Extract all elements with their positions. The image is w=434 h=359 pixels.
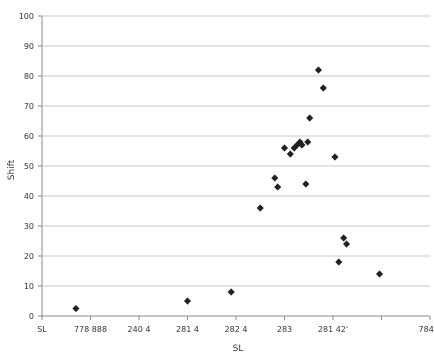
data-points <box>72 66 384 313</box>
x-tick-label: 283 <box>277 325 292 334</box>
y-tick-label: 40 <box>24 192 34 201</box>
y-tick-label: 30 <box>24 222 34 231</box>
data-point <box>274 183 282 191</box>
data-point <box>286 150 294 158</box>
data-point <box>314 66 323 74</box>
data-point <box>375 270 384 278</box>
x-tick-label: 240 4 <box>128 325 151 334</box>
x-tick-label: SL <box>37 325 47 334</box>
y-tick-label: 90 <box>24 42 34 51</box>
data-point <box>306 114 314 122</box>
data-point <box>183 297 192 305</box>
data-point <box>343 240 351 248</box>
data-point <box>298 141 306 149</box>
y-tick-label: 50 <box>24 162 34 171</box>
y-tick-label: 20 <box>24 252 34 261</box>
x-tick-label: 281 4 <box>176 325 199 334</box>
y-tick-label: 60 <box>24 132 34 141</box>
y-tick-label: 10 <box>24 282 34 291</box>
x-tick-label: 281 42' <box>318 325 348 334</box>
y-tick-label: 0 <box>29 312 34 321</box>
data-point <box>304 138 312 146</box>
x-tick-labels: SL 778 888 240 4 281 4 282 4 283 281 42' 784 4 <box>37 325 434 334</box>
y-tick-labels: 0 10 20 30 40 50 60 70 80 90 100 <box>19 12 34 321</box>
data-point <box>340 234 348 242</box>
data-point <box>335 258 343 266</box>
data-point <box>271 174 279 182</box>
x-axis-label: SL <box>233 344 244 354</box>
data-point <box>227 288 235 296</box>
data-point <box>280 144 289 152</box>
y-tick-label: 100 <box>19 12 34 21</box>
axes <box>38 15 431 320</box>
data-point <box>72 304 80 313</box>
data-point <box>302 180 310 188</box>
gridlines <box>42 15 430 317</box>
y-tick-label: 80 <box>24 72 34 81</box>
data-point <box>256 204 264 212</box>
data-point <box>319 84 327 92</box>
x-tick-label: 778 888 <box>74 325 107 334</box>
y-tick-label: 70 <box>24 102 34 111</box>
data-point <box>331 153 339 161</box>
x-tick-label: 282 4 <box>225 325 248 334</box>
y-axis-label: Shift <box>7 159 17 180</box>
x-tick-label: 784 4 <box>419 325 434 334</box>
